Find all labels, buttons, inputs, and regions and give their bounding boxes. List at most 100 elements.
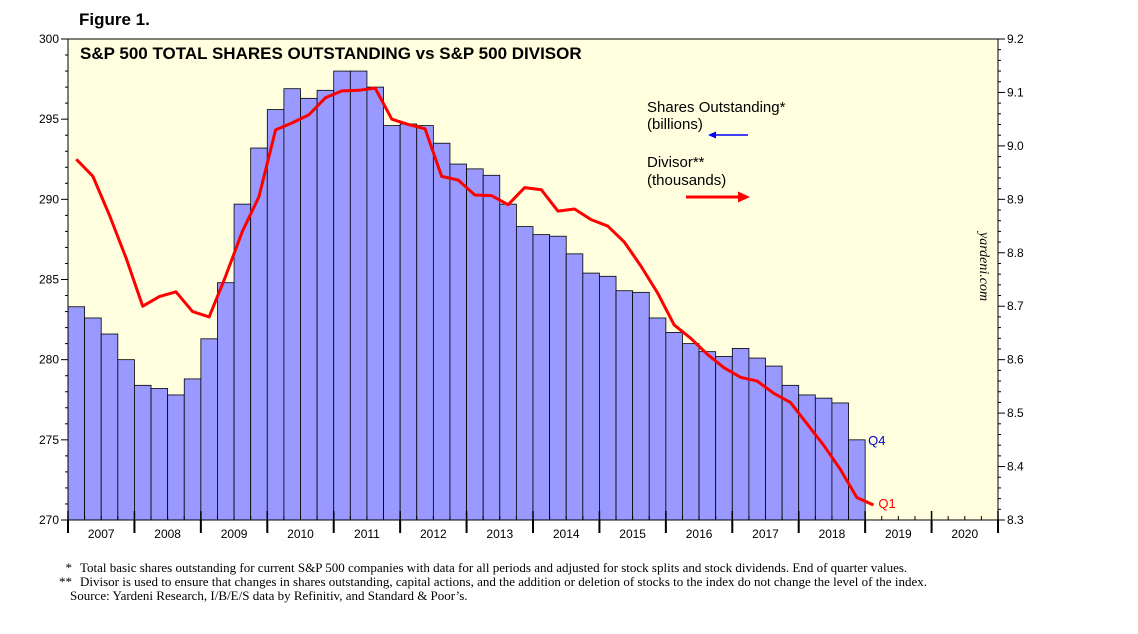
left-axis: 270 275 280 285 290 295 300 — [39, 32, 68, 527]
legend-divisor-arrow-icon — [738, 191, 750, 203]
right-tick-label: 8.5 — [1007, 406, 1024, 420]
x-tick-label: 2011 — [354, 527, 380, 541]
x-tick-label: 2015 — [619, 527, 646, 541]
shares-bar — [333, 70, 351, 521]
shares-bar — [499, 203, 517, 521]
shares-bar — [715, 356, 733, 521]
right-tick-label: 9.0 — [1007, 139, 1024, 153]
footnote-text: Divisor is used to ensure that changes i… — [80, 574, 927, 589]
shares-bar — [682, 343, 700, 521]
shares-bar — [217, 282, 235, 521]
yardeni-credit: yardeni.com — [976, 230, 991, 301]
x-tick-label: 2008 — [154, 527, 181, 541]
legend-shares-arrow-icon — [708, 131, 716, 139]
shares-bar — [366, 86, 384, 521]
shares-bar — [449, 163, 467, 521]
footnote-mark: ** — [59, 574, 72, 589]
shares-bar — [532, 234, 551, 521]
right-tick-label: 8.3 — [1007, 513, 1024, 527]
right-tick-label: 8.6 — [1007, 353, 1024, 367]
shares-bar — [250, 147, 268, 521]
x-tick-label: 2007 — [88, 527, 115, 541]
shares-bar — [283, 88, 301, 521]
shares-bar — [84, 317, 102, 521]
x-axis: 2007 2008 2009 2010 2011 2012 2013 2014 2015 2016… — [67, 511, 999, 541]
shares-bar — [665, 332, 683, 521]
shares-bar — [183, 378, 202, 521]
left-tick-label: 285 — [39, 273, 59, 287]
right-tick-label: 8.8 — [1007, 246, 1024, 260]
shares-bar — [781, 384, 800, 521]
footnote-text: Total basic shares outstanding for curre… — [80, 560, 908, 575]
legend-divisor-name: Divisor** — [647, 154, 705, 171]
left-tick-label: 270 — [39, 513, 59, 527]
shares-bar — [233, 203, 252, 521]
right-tick-label: 9.1 — [1007, 85, 1024, 99]
shares-bar — [632, 291, 650, 521]
x-tick-label: 2020 — [951, 527, 978, 541]
shares-bar — [615, 290, 634, 521]
shares-bar — [848, 439, 866, 521]
x-tick-label: 2016 — [686, 527, 713, 541]
x-tick-label: 2009 — [221, 527, 248, 541]
shares-bar — [200, 338, 218, 521]
shares-bar — [814, 397, 833, 521]
x-tick-label: 2010 — [287, 527, 314, 541]
legend-shares-name: Shares Outstanding* — [647, 99, 786, 116]
shares-bar — [399, 123, 418, 521]
shares-bar — [798, 394, 816, 521]
shares-bar — [117, 359, 135, 521]
left-tick-label: 300 — [39, 32, 59, 46]
shares-bar — [549, 235, 567, 521]
right-tick-label: 9.2 — [1007, 32, 1024, 46]
shares-bar — [565, 253, 584, 521]
left-tick-label: 275 — [39, 433, 59, 447]
right-axis: 8.3 8.4 8.5 8.6 8.7 8.8 8.9 9.0 9.1 9.2 — [998, 32, 1024, 527]
footnote-divisor: ** Divisor is used to ensure that change… — [52, 575, 1132, 589]
legend-shares-unit: (billions) — [647, 116, 703, 133]
shares-bar — [316, 89, 335, 521]
right-tick-label: 8.4 — [1007, 460, 1024, 474]
left-tick-label: 295 — [39, 112, 59, 126]
x-tick-label: 2018 — [819, 527, 846, 541]
divisor-line-group — [75, 86, 875, 507]
shares-bar — [482, 174, 501, 521]
shares-bar — [266, 109, 285, 521]
footnotes: * Total basic shares outstanding for cur… — [52, 561, 1132, 603]
shares-bar — [648, 317, 667, 521]
figure-label: Figure 1. — [79, 10, 150, 29]
source-line: Source: Yardeni Research, I/B/E/S data b… — [70, 588, 468, 603]
shares-bar — [150, 388, 169, 521]
x-tick-label: 2014 — [553, 527, 580, 541]
legend-divisor-unit: (thousands) — [647, 172, 726, 189]
shares-bar — [383, 125, 401, 521]
shares-bar — [698, 351, 717, 521]
shares-bar — [134, 384, 152, 521]
shares-bar — [582, 272, 600, 521]
shares-bar — [67, 306, 86, 521]
left-tick-label: 290 — [39, 192, 59, 206]
shares-bar — [416, 125, 434, 521]
footnote-mark: * — [65, 560, 73, 575]
shares-bar — [466, 168, 484, 521]
legend: Shares Outstanding* (billions) Divisor**… — [647, 99, 786, 203]
right-tick-label: 8.9 — [1007, 192, 1024, 206]
x-tick-label: 2017 — [752, 527, 779, 541]
shares-bar — [432, 142, 451, 521]
divisor-end-label: Q1 — [878, 496, 895, 511]
shares-bar — [300, 97, 318, 521]
shares-bar — [167, 394, 185, 521]
x-tick-label: 2019 — [885, 527, 912, 541]
shares-bar — [100, 333, 119, 521]
left-tick-label: 280 — [39, 353, 59, 367]
shares-bar — [349, 70, 368, 521]
shares-end-label: Q4 — [868, 433, 885, 448]
chart-title: S&P 500 TOTAL SHARES OUTSTANDING vs S&P … — [80, 44, 582, 63]
footnote-shares: * Total basic shares outstanding for cur… — [52, 561, 1132, 575]
shares-bar — [515, 226, 534, 521]
divisor-line — [75, 86, 875, 507]
x-tick-label: 2012 — [420, 527, 447, 541]
shares-bar — [599, 275, 617, 521]
right-tick-label: 8.7 — [1007, 299, 1024, 313]
